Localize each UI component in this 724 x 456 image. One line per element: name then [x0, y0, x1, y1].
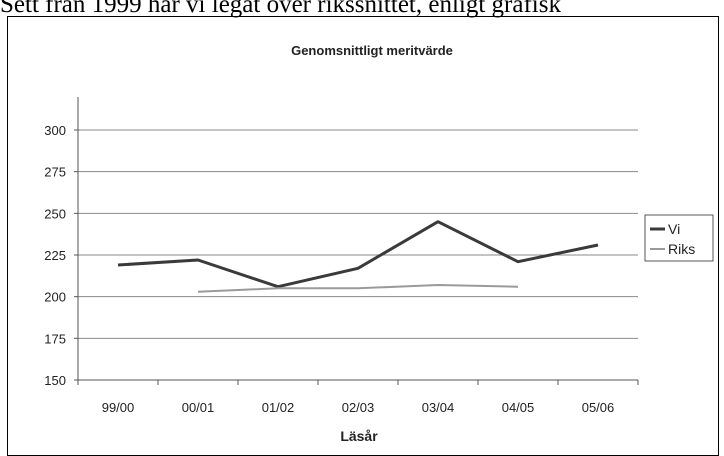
x-tick-label: 00/01 — [182, 400, 215, 415]
y-tick-label: 275 — [44, 165, 66, 180]
page-caption: Sett från 1999 har vi legat över rikssni… — [0, 0, 561, 18]
legend-label: Vi — [668, 221, 680, 237]
series-line-vi — [117, 220, 599, 289]
y-tick-label: 225 — [44, 248, 66, 263]
y-tick-label: 250 — [44, 206, 66, 221]
x-tick-label: 04/05 — [502, 400, 535, 415]
y-axis-ticks: 150 175 200 225 250 275 300 — [44, 123, 78, 388]
gridlines — [78, 129, 638, 339]
series-lines — [117, 220, 599, 293]
x-tick-label: 01/02 — [262, 400, 295, 415]
series-line-riks — [197, 284, 519, 293]
y-tick-label: 175 — [44, 331, 66, 346]
chart-title: Genomsnittligt meritvärde — [291, 43, 453, 58]
x-tick-label: 05/06 — [582, 400, 615, 415]
legend-label: Riks — [668, 241, 695, 257]
x-tick-label: 02/03 — [342, 400, 375, 415]
y-tick-label: 200 — [44, 290, 66, 305]
axes — [77, 97, 638, 381]
legend-box — [644, 214, 714, 262]
x-axis-ticks: 99/00 00/01 01/02 02/03 03/04 04/05 05/06 — [77, 380, 639, 415]
y-tick-label: 300 — [44, 123, 66, 138]
x-tick-label: 99/00 — [102, 400, 135, 415]
x-axis-label: Läsår — [340, 428, 378, 444]
legend: Vi Riks — [650, 221, 695, 257]
y-tick-label: 150 — [44, 373, 66, 388]
x-tick-label: 03/04 — [422, 400, 455, 415]
